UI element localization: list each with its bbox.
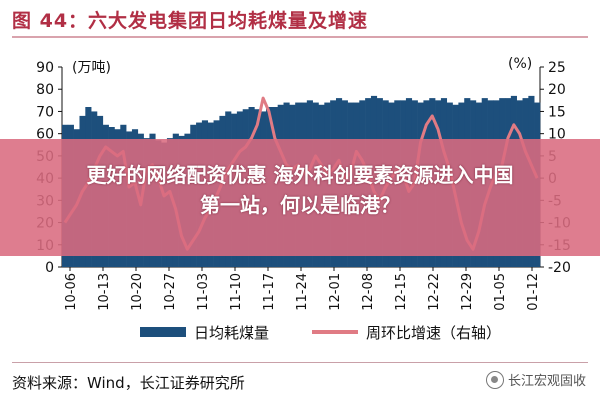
legend: 日均耗煤量 周环比增速（右轴） (140, 322, 560, 342)
legend-line-label: 周环比增速（右轴） (366, 324, 502, 342)
left-tick-label: 60 (36, 127, 54, 143)
right-unit-label: (%) (508, 56, 532, 72)
title-divider (12, 36, 588, 38)
x-tick-label: 10-20 (130, 273, 145, 311)
x-tick-label: 12-22 (427, 273, 442, 311)
x-tick-label: 11-24 (295, 273, 310, 311)
x-tick-label: 10-13 (97, 273, 112, 311)
figure-title: 图 44：六大发电集团日均耗煤量及增速 (12, 10, 369, 32)
x-tick-label: 01-12 (526, 273, 541, 311)
left-tick-label: 0 (45, 260, 54, 276)
x-tick-label: 10-06 (64, 273, 79, 311)
left-unit-label: (万吨) (72, 60, 111, 76)
left-tick-label: 70 (36, 104, 54, 120)
left-tick-label: 90 (36, 60, 54, 76)
x-tick-label: 12-01 (328, 273, 343, 311)
x-tick-label: 12-29 (460, 273, 475, 311)
source-note: 资料来源：Wind，长江证券研究所 (12, 374, 245, 392)
right-tick-label: -20 (548, 260, 571, 276)
left-tick-label: 80 (36, 82, 54, 98)
headline-overlay[interactable] (0, 139, 600, 256)
legend-line-swatch (312, 330, 358, 334)
watermark-text: 长江宏观固收 (507, 374, 586, 389)
x-tick-label: 11-03 (196, 273, 211, 311)
watermark: 长江宏观固收 (485, 370, 586, 389)
source-divider (12, 362, 588, 363)
right-tick-label: 10 (548, 127, 566, 143)
headline-line-2[interactable]: 第一站，何以是临港？ (200, 193, 400, 217)
x-tick-label: 10-27 (163, 273, 178, 311)
legend-bar-label: 日均耗煤量 (194, 324, 270, 342)
right-tick-label: 20 (548, 82, 566, 98)
watermark-icon (485, 370, 504, 389)
x-tick-label: 11-10 (229, 273, 244, 311)
legend-bar-swatch (140, 327, 186, 337)
right-tick-label: 15 (548, 104, 566, 120)
x-tick-label: 12-15 (394, 273, 409, 311)
x-tick-label: 01-05 (493, 273, 508, 311)
headline-text[interactable]: 更好的网络配资优惠 海外科创要素资源进入中国 第一站，何以是临港？ (0, 160, 600, 220)
x-tick-label: 12-08 (361, 273, 376, 311)
x-tick-label: 11-17 (262, 273, 277, 311)
right-tick-label: 25 (548, 60, 566, 76)
x-axis: 10-06 10-13 10-20 10-27 11-03 11-10 11-17 11-24… (64, 267, 541, 311)
headline-line-1[interactable]: 更好的网络配资优惠 海外科创要素资源进入中国 (86, 163, 514, 187)
